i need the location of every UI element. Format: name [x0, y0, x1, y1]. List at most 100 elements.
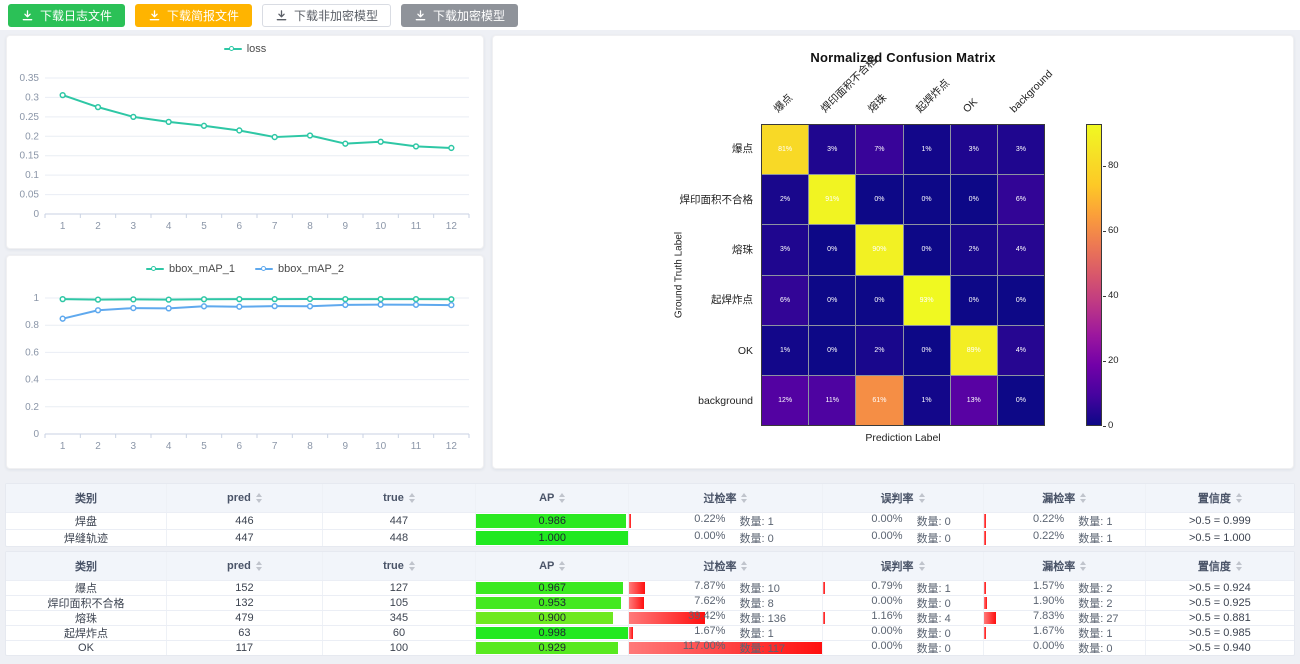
ap-bar — [476, 627, 629, 639]
sort-asc-icon[interactable] — [741, 561, 748, 565]
misjudge-cell-percent: 0.00% — [871, 626, 903, 637]
column-header-误判率[interactable]: 误判率 — [823, 552, 984, 580]
sort-asc-icon[interactable] — [255, 493, 262, 497]
sort-icon[interactable] — [918, 561, 925, 571]
column-header-置信度[interactable]: 置信度 — [1146, 552, 1294, 580]
sort-desc-icon[interactable] — [559, 499, 566, 503]
sort-asc-icon[interactable] — [1235, 561, 1242, 565]
bbox_mAP_1-point — [165, 296, 172, 303]
download-encrypted-model-label: 下载加密模型 — [433, 8, 506, 23]
cm-cell-4-2: 2% — [856, 325, 903, 375]
cm-cell-0-2: 7% — [856, 125, 903, 175]
misjudge-cell-percent: 0.00% — [871, 641, 903, 652]
download-plain-model-button[interactable]: 下载非加密模型 — [262, 3, 392, 27]
sort-asc-icon[interactable] — [1235, 493, 1242, 497]
column-header-pred[interactable]: pred — [167, 552, 323, 580]
y-tick-label: 0.2 — [25, 131, 39, 142]
category-cell: 焊缝轨迹 — [6, 530, 167, 546]
legend-item-bbox_mAP_1[interactable]: bbox_mAP_1 — [145, 263, 235, 275]
map-chart-card: bbox_mAP_1 bbox_mAP_2 0 0.2 0.4 0.6 0.8 1 1 2 3 4 5… — [6, 255, 484, 469]
cm-col-label: OK — [960, 96, 981, 116]
column-header-置信度[interactable]: 置信度 — [1146, 484, 1294, 512]
legend-item-loss[interactable]: loss — [223, 43, 266, 55]
sort-desc-icon[interactable] — [1080, 567, 1087, 571]
column-header-true[interactable]: true — [323, 484, 477, 512]
column-header-误判率[interactable]: 误判率 — [823, 484, 984, 512]
sort-desc-icon[interactable] — [408, 567, 415, 571]
column-header-true[interactable]: true — [323, 552, 477, 580]
column-header-pred[interactable]: pred — [167, 484, 323, 512]
sort-desc-icon[interactable] — [918, 567, 925, 571]
column-header-过检率[interactable]: 过检率 — [629, 484, 823, 512]
sort-asc-icon[interactable] — [255, 561, 262, 565]
confidence-cell: >0.5 = 0.999 — [1146, 513, 1294, 529]
miss-detect-cell: 0.00% 数量: 0 — [984, 641, 1146, 655]
sort-desc-icon[interactable] — [408, 499, 415, 503]
sort-asc-icon[interactable] — [1080, 493, 1087, 497]
column-header-过检率[interactable]: 过检率 — [629, 552, 823, 580]
download-log-button[interactable]: 下载日志文件 — [8, 3, 126, 27]
over-detect-cell-bar — [629, 582, 645, 594]
over-detect-cell-percent: 7.62% — [694, 596, 726, 607]
sort-icon[interactable] — [741, 493, 748, 503]
sort-icon[interactable] — [1235, 493, 1242, 503]
misjudge-cell-percent: 0.00% — [871, 513, 903, 525]
sort-icon[interactable] — [559, 493, 566, 503]
sort-icon[interactable] — [255, 493, 262, 503]
miss-detect-cell-count: 数量: 1 — [1078, 516, 1113, 528]
sort-desc-icon[interactable] — [918, 499, 925, 503]
cm-cell-3-4: 0% — [950, 275, 997, 325]
sort-desc-icon[interactable] — [255, 567, 262, 571]
sort-asc-icon[interactable] — [559, 561, 566, 565]
column-header-漏检率[interactable]: 漏检率 — [984, 552, 1146, 580]
sort-icon[interactable] — [741, 561, 748, 571]
sort-asc-icon[interactable] — [408, 493, 415, 497]
sort-icon[interactable] — [408, 561, 415, 571]
sort-desc-icon[interactable] — [559, 567, 566, 571]
sort-asc-icon[interactable] — [741, 493, 748, 497]
pred-cell: 152 — [167, 581, 323, 595]
download-encrypted-model-button[interactable]: 下载加密模型 — [401, 3, 519, 27]
sort-asc-icon[interactable] — [559, 493, 566, 497]
legend-item-bbox_mAP_2[interactable]: bbox_mAP_2 — [255, 263, 344, 275]
loss-point — [448, 144, 455, 152]
toolbar: 下载日志文件 下载简报文件 下载非加密模型 下载加密模型 — [0, 0, 1300, 30]
cm-cell-1-4: 0% — [950, 175, 997, 225]
sort-icon[interactable] — [1080, 493, 1087, 503]
sort-icon[interactable] — [918, 493, 925, 503]
map-chart-legend: bbox_mAP_1 bbox_mAP_2 — [7, 263, 483, 275]
cm-cell-3-3: 93% — [903, 275, 950, 325]
sort-icon[interactable] — [1235, 561, 1242, 571]
sort-desc-icon[interactable] — [741, 567, 748, 571]
sort-desc-icon[interactable] — [741, 499, 748, 503]
sort-asc-icon[interactable] — [1080, 561, 1087, 565]
ap-value: 0.900 — [538, 612, 566, 624]
sort-desc-icon[interactable] — [1235, 567, 1242, 571]
sort-desc-icon[interactable] — [255, 499, 262, 503]
column-header-漏检率[interactable]: 漏检率 — [984, 484, 1146, 512]
loss-point — [94, 103, 102, 111]
sort-icon[interactable] — [408, 493, 415, 503]
sort-asc-icon[interactable] — [918, 493, 925, 497]
sort-asc-icon[interactable] — [918, 561, 925, 565]
cm-col-label: 起焊炸点 — [913, 77, 952, 116]
download-report-button[interactable]: 下载简报文件 — [135, 3, 253, 27]
bbox_mAP_2-point — [377, 301, 384, 308]
sort-asc-icon[interactable] — [408, 561, 415, 565]
sort-desc-icon[interactable] — [1235, 499, 1242, 503]
column-header-AP[interactable]: AP — [476, 484, 630, 512]
category-cell-text: OK — [78, 642, 94, 654]
sort-icon[interactable] — [559, 561, 566, 571]
y-tick-label: 0.2 — [25, 402, 39, 413]
x-tick-label: 4 — [166, 221, 172, 232]
confidence-cell: >0.5 = 0.985 — [1146, 626, 1294, 640]
misjudge-cell-count: 数量: 0 — [916, 516, 951, 528]
sort-icon[interactable] — [255, 561, 262, 571]
sort-icon[interactable] — [1080, 561, 1087, 571]
sort-desc-icon[interactable] — [1080, 499, 1087, 503]
bbox_mAP_2-point — [94, 307, 102, 314]
miss-detect-cell-bar — [983, 627, 987, 639]
miss-detect-cell-bar — [983, 582, 987, 594]
column-header-AP[interactable]: AP — [476, 552, 630, 580]
table-row-OK: OK 117 100 0.929 117.00% 数量: 117 0.00% 数量: 0 0.0… — [6, 640, 1294, 655]
